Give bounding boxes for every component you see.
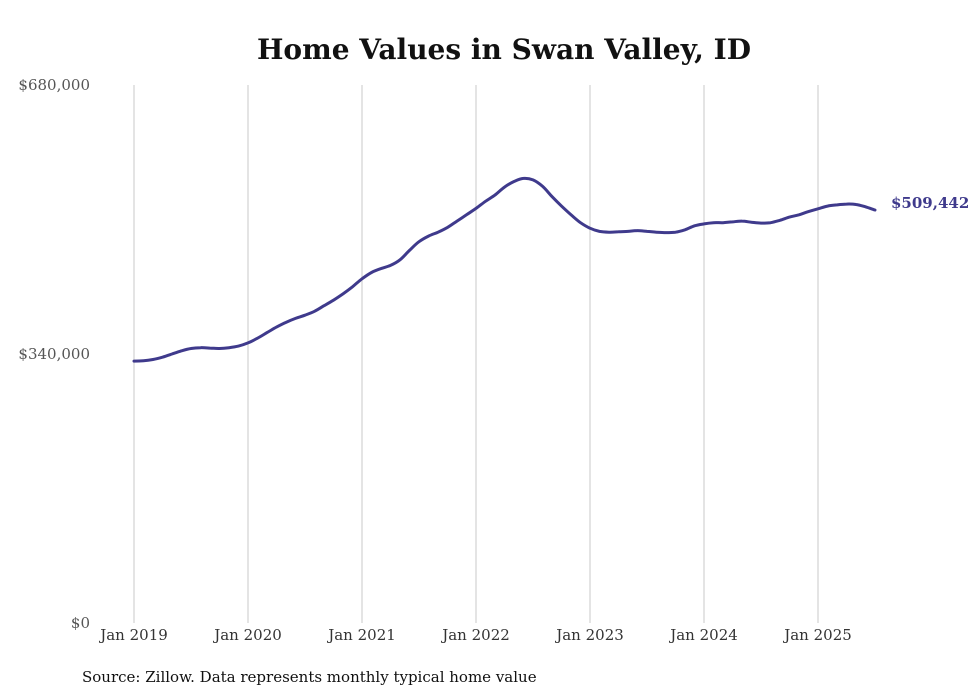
x-tick-label: Jan 2022 [440,626,510,644]
x-tick-label: Jan 2019 [98,626,168,644]
end-value-label: $509,442 [891,194,969,212]
x-tick-label: Jan 2023 [554,626,624,644]
vertical-gridlines [133,85,819,623]
series-group [132,176,877,363]
x-tick-label: Jan 2024 [668,626,738,644]
chart-title: Home Values in Swan Valley, ID [257,33,751,66]
y-tick-label: $680,000 [18,76,90,94]
source-note: Source: Zillow. Data represents monthly … [82,668,537,686]
x-tick-label: Jan 2021 [326,626,396,644]
y-axis-tick-labels: $0 $340,000 $680,000 [18,76,90,632]
x-axis-tick-labels: Jan 2019 Jan 2020 Jan 2021 Jan 2022 Jan 2023… [98,626,852,644]
y-tick-label: $340,000 [18,345,90,363]
y-tick-label: $0 [71,614,90,632]
series-line [132,176,877,363]
x-tick-label: Jan 2020 [212,626,282,644]
x-tick-label: Jan 2025 [782,626,852,644]
